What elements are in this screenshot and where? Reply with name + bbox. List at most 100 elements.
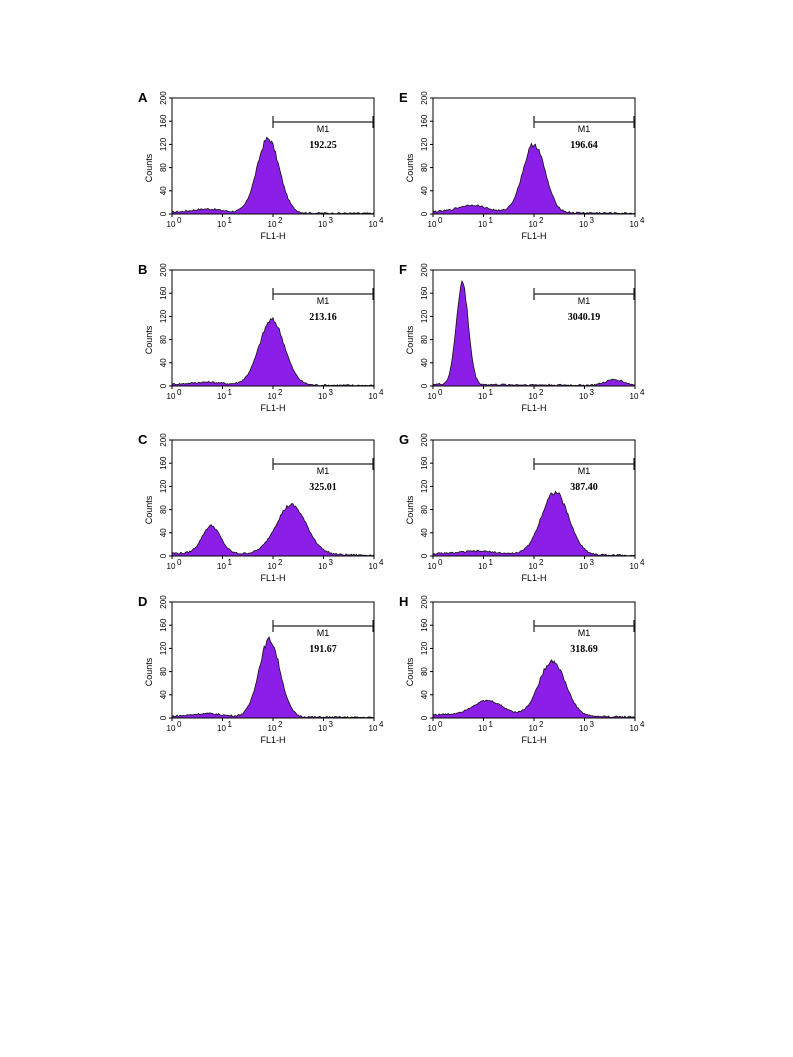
x-tick-label: 10 [630, 392, 639, 401]
x-tick-exponent: 4 [379, 216, 384, 225]
x-tick-exponent: 4 [379, 720, 384, 729]
x-tick-label: 10 [318, 220, 327, 229]
x-tick-exponent: 3 [329, 216, 334, 225]
gate-label: M1 [578, 124, 591, 134]
y-tick-label: 0 [159, 383, 168, 388]
x-axis-label: FL1-H [260, 735, 285, 745]
x-tick-label: 10 [478, 392, 487, 401]
x-tick-label: 10 [268, 220, 277, 229]
x-tick-exponent: 1 [489, 216, 494, 225]
x-tick-exponent: 4 [640, 388, 645, 397]
x-axis-label: FL1-H [521, 403, 546, 413]
mean-value-label: 196.64 [570, 140, 598, 151]
histogram-area [432, 659, 636, 719]
y-tick-label: 120 [420, 641, 429, 655]
x-tick-exponent: 3 [329, 388, 334, 397]
x-tick-label: 10 [529, 220, 538, 229]
x-tick-label: 10 [428, 392, 437, 401]
y-tick-label: 120 [420, 137, 429, 151]
mean-value-label: 213.16 [309, 312, 337, 323]
y-axis-label: Counts [405, 657, 415, 686]
x-tick-exponent: 3 [329, 720, 334, 729]
x-tick-label: 10 [579, 220, 588, 229]
x-tick-label: 10 [579, 392, 588, 401]
y-tick-label: 120 [159, 641, 168, 655]
y-tick-label: 200 [420, 91, 429, 105]
x-tick-label: 10 [529, 562, 538, 571]
x-tick-label: 10 [217, 392, 226, 401]
x-tick-label: 10 [630, 220, 639, 229]
x-tick-label: 10 [318, 562, 327, 571]
gate-label: M1 [317, 296, 330, 306]
histogram-area [171, 503, 375, 557]
x-tick-exponent: 1 [228, 558, 233, 567]
x-tick-exponent: 0 [177, 388, 182, 397]
x-tick-label: 10 [217, 220, 226, 229]
x-tick-label: 10 [630, 724, 639, 733]
y-tick-label: 160 [159, 114, 168, 128]
x-tick-label: 10 [318, 724, 327, 733]
x-tick-exponent: 2 [539, 388, 544, 397]
x-tick-exponent: 0 [177, 216, 182, 225]
x-tick-exponent: 2 [278, 720, 283, 729]
y-tick-label: 0 [420, 553, 429, 558]
y-tick-label: 120 [159, 479, 168, 493]
y-tick-label: 0 [420, 211, 429, 216]
mean-value-label: 191.67 [309, 644, 337, 655]
histogram-area [432, 279, 636, 387]
y-tick-label: 0 [420, 383, 429, 388]
y-tick-label: 200 [420, 595, 429, 609]
x-tick-exponent: 3 [590, 720, 595, 729]
y-tick-label: 0 [420, 715, 429, 720]
x-tick-exponent: 1 [489, 720, 494, 729]
x-tick-exponent: 0 [177, 720, 182, 729]
y-axis-label: Counts [144, 657, 154, 686]
x-tick-exponent: 2 [539, 216, 544, 225]
gate-label: M1 [317, 628, 330, 638]
x-tick-exponent: 3 [329, 558, 334, 567]
histogram-area [171, 136, 375, 215]
gate-label: M1 [317, 124, 330, 134]
x-tick-exponent: 1 [228, 720, 233, 729]
panel-letter: G [399, 432, 409, 447]
y-tick-label: 160 [159, 618, 168, 632]
y-tick-label: 40 [420, 690, 429, 699]
mean-value-label: 192.25 [309, 140, 337, 151]
x-axis-label: FL1-H [521, 735, 546, 745]
panel-letter: C [138, 432, 148, 447]
y-tick-label: 80 [159, 505, 168, 514]
x-tick-label: 10 [428, 220, 437, 229]
y-tick-label: 160 [159, 286, 168, 300]
x-tick-label: 10 [369, 562, 378, 571]
x-tick-label: 10 [167, 220, 176, 229]
y-axis-label: Counts [405, 325, 415, 354]
y-axis-label: Counts [144, 325, 154, 354]
x-axis-label: FL1-H [521, 573, 546, 583]
y-tick-label: 120 [420, 309, 429, 323]
histogram-area [432, 142, 636, 215]
x-tick-exponent: 3 [590, 558, 595, 567]
x-tick-label: 10 [167, 724, 176, 733]
x-tick-label: 10 [217, 562, 226, 571]
x-tick-label: 10 [318, 392, 327, 401]
y-tick-label: 160 [420, 286, 429, 300]
x-tick-exponent: 0 [438, 558, 443, 567]
gate-label: M1 [578, 466, 591, 476]
panel-letter: D [138, 594, 147, 609]
gate-label: M1 [317, 466, 330, 476]
y-tick-label: 80 [159, 335, 168, 344]
y-tick-label: 80 [159, 667, 168, 676]
x-tick-exponent: 3 [590, 388, 595, 397]
y-axis-label: Counts [405, 495, 415, 524]
x-tick-exponent: 2 [278, 558, 283, 567]
x-tick-exponent: 0 [438, 216, 443, 225]
y-tick-label: 0 [159, 715, 168, 720]
x-tick-label: 10 [478, 220, 487, 229]
